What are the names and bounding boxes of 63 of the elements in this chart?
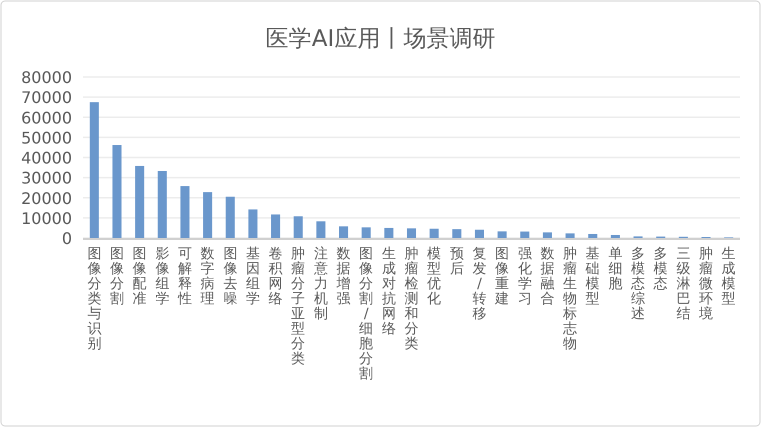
x-tick-label: 多模态综述	[630, 246, 646, 322]
x-tick-label: 图像重建	[494, 246, 510, 307]
x-tick-label: 数据增强	[336, 246, 351, 307]
chart-title: 医学AI应用丨场景调研	[266, 26, 496, 52]
bar	[248, 209, 258, 238]
x-tick-label: 图像去噪	[223, 246, 238, 307]
x-tick-label: 图像分割	[110, 246, 124, 307]
x-tick-label: 生成模型	[722, 246, 736, 307]
bar	[158, 170, 167, 238]
bar	[474, 230, 484, 238]
x-tick-label: 肿瘤生物标志物	[562, 246, 578, 352]
bar	[180, 186, 190, 238]
x-tick-label: 单细胞	[608, 246, 622, 292]
bar	[384, 228, 394, 238]
x-tick-label: 可解释性	[176, 246, 192, 307]
x-tick-label: 肿瘤分子亚型分类	[291, 246, 306, 367]
bar	[542, 232, 552, 238]
y-tick-label: 70000	[21, 88, 72, 108]
x-tick-label: 注意力机制	[312, 246, 328, 322]
x-tick-label: 数字病理	[200, 246, 215, 307]
y-tick-label: 0	[62, 229, 72, 248]
bar	[610, 234, 620, 238]
bar	[588, 234, 598, 238]
bar	[452, 229, 462, 238]
x-tick-label: 三级淋巴结	[676, 246, 690, 322]
x-tick-label: 基础模型	[584, 246, 600, 307]
x-tick-label: 肿瘤检测和分类	[404, 246, 418, 352]
x-tick-label: 影像组学	[155, 246, 170, 307]
x-tick-label: 图像分类与识别	[87, 246, 102, 352]
bar	[339, 226, 348, 238]
bar	[430, 228, 439, 238]
bar	[90, 102, 99, 238]
y-tick-label: 80000	[21, 68, 72, 87]
x-tick-label: 图像配准	[132, 246, 147, 307]
bar	[520, 232, 530, 238]
x-tick-label: 数据融合	[540, 246, 554, 307]
category-label: 图像分割/细胞分割	[359, 246, 374, 382]
x-tick-label: 预后	[450, 246, 464, 277]
x-tick-label: 卷积网络	[268, 246, 283, 307]
bar	[566, 233, 575, 238]
x-tick-label: 多模态	[652, 246, 668, 292]
y-tick-label: 10000	[21, 208, 72, 228]
x-tick-label: 模型优化	[427, 246, 442, 307]
x-tick-label: 肿瘤微环境	[698, 246, 714, 322]
bar	[203, 192, 212, 238]
bar	[271, 214, 280, 238]
bar	[112, 145, 122, 238]
x-tick-label: 基因组学	[246, 246, 260, 307]
y-tick-label: 20000	[21, 188, 72, 208]
bar	[294, 216, 303, 238]
y-tick-label: 30000	[21, 168, 72, 188]
x-tick-label: 生成对抗网络	[382, 246, 396, 337]
bar	[316, 221, 326, 238]
bar	[135, 166, 144, 238]
y-tick-label: 40000	[21, 148, 72, 168]
y-tick-label: 60000	[21, 108, 72, 128]
bar	[226, 196, 235, 238]
y-tick-label: 50000	[21, 128, 72, 148]
x-tick-label: 强化学习	[518, 246, 532, 307]
bar	[498, 231, 507, 238]
x-tick-label: 复发/转移	[472, 246, 486, 322]
bar	[362, 227, 371, 238]
bar	[406, 228, 416, 238]
